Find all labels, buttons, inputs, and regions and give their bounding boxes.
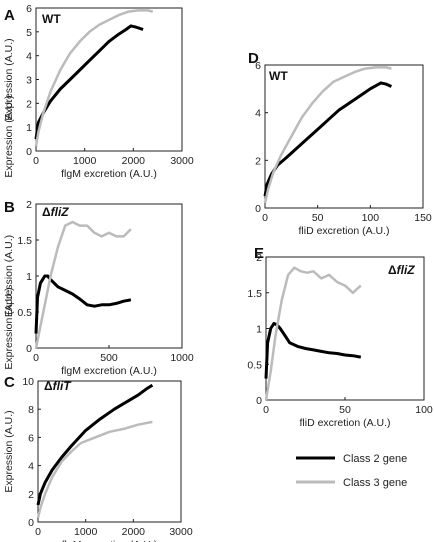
panel-strain-label: ΔfliZ: [388, 263, 415, 277]
y-tick-label: 0.5: [247, 359, 262, 371]
strain-gene: fliT: [53, 379, 73, 393]
y-tick-label: 4: [26, 51, 32, 63]
y-tick-label: 10: [22, 376, 34, 388]
y-tick-label: 1: [26, 271, 32, 283]
y-tick-label: 0: [26, 146, 32, 158]
panel-letter: A: [4, 7, 15, 24]
y-axis-title: Expression (A.U.): [3, 95, 15, 177]
panel-letter: B: [4, 199, 15, 216]
x-tick-label: 3000: [170, 155, 194, 167]
y-tick-label: 0: [256, 395, 262, 407]
y-axis-title: Expression (A.U.): [3, 410, 15, 492]
panel-strain-label: WT: [42, 12, 61, 26]
x-tick-label: 0: [33, 155, 39, 167]
x-axis-title: fliD excretion (A.U.): [299, 417, 390, 429]
strain-prefix: Δ: [42, 205, 51, 219]
y-tick-label: 2: [26, 199, 32, 211]
series-line-class2: [34, 274, 132, 334]
y-tick-label: 3: [26, 75, 32, 87]
panel-b: 0 500 1000 0 0.5 1 1.5 2 flgM excretion (A.U.) Ex…: [3, 199, 194, 377]
x-tick-label: 150: [414, 212, 432, 224]
x-tick-label: 50: [339, 404, 351, 416]
y-tick-label: 2: [26, 98, 32, 110]
y-tick-label: 0: [26, 343, 32, 355]
panel-strain-label: ΔfliZ: [42, 205, 69, 219]
x-tick-label: 100: [415, 404, 433, 416]
series-line-class2: [34, 24, 144, 140]
panel-strain-label: WT: [269, 69, 288, 83]
series-line-class3: [34, 220, 132, 349]
series-line-class3: [264, 266, 362, 401]
series-line-class3: [263, 66, 392, 204]
x-tick-label: 50: [312, 212, 324, 224]
y-tick-label: 6: [28, 432, 34, 444]
y-tick-label: 1.5: [17, 235, 32, 247]
y-tick-label: 0: [255, 203, 261, 215]
x-axis-title: fliD excretion (A.U.): [298, 225, 389, 237]
series-line-class2: [36, 383, 154, 506]
x-tick-label: 0: [35, 526, 41, 538]
y-tick-label: 6: [26, 3, 32, 15]
plot-frame: [264, 64, 424, 209]
x-axis-title: flgM excretion (A.U.): [61, 365, 157, 377]
x-tick-label: 500: [100, 352, 118, 364]
panel-strain-label: ΔfliT: [44, 379, 72, 393]
y-tick-label: 1: [26, 122, 32, 134]
strain-gene: fliZ: [397, 263, 416, 277]
x-axis-title: flgM excretion (A.U.): [62, 539, 158, 542]
panel-letter: E: [254, 245, 264, 262]
y-tick-label: 0.5: [17, 307, 32, 319]
y-axis-title: Expression (A.U.): [3, 287, 15, 369]
plot-frame: [37, 380, 182, 523]
strain-name: WT: [42, 12, 61, 26]
y-tick-label: 1.5: [247, 288, 262, 300]
strain-name: WT: [269, 69, 288, 83]
x-axis-title: flgM excretion (A.U.): [61, 168, 157, 180]
x-tick-label: 0: [262, 212, 268, 224]
series-line-class2: [263, 81, 393, 197]
y-axis-title: Expression (A.U.): [3, 38, 15, 120]
plot-frame: [35, 7, 183, 152]
panel-a: 0 1000 2000 3000 0 1 2 3 4 5 6 flgM excretion (A.U.…: [3, 3, 194, 180]
strain-gene: fliZ: [51, 205, 70, 219]
y-tick-label: 2: [255, 155, 261, 167]
panel-letter: D: [248, 50, 259, 67]
x-tick-label: 1000: [73, 155, 97, 167]
x-tick-label: 3000: [169, 526, 193, 538]
legend-label-class3: Class 3 gene: [343, 477, 407, 489]
x-tick-label: 0: [263, 404, 269, 416]
y-tick-label: 8: [28, 404, 34, 416]
y-tick-label: 0: [28, 517, 34, 529]
y-axis-title: Expression (A.U.): [3, 235, 15, 317]
y-tick-label: 2: [256, 252, 262, 264]
y-tick-label: 6: [255, 60, 261, 72]
x-tick-label: 0: [33, 352, 39, 364]
series-line-class3: [36, 420, 153, 519]
x-tick-label: 2000: [122, 155, 146, 167]
y-tick-label: 5: [26, 27, 32, 39]
panel-c: 0 1000 2000 3000 0 2 4 6 8 10 flgM excretion (A.U.…: [3, 374, 193, 542]
x-tick-label: 1000: [74, 526, 98, 538]
x-tick-label: 100: [362, 212, 380, 224]
legend-label-class2: Class 2 gene: [343, 453, 407, 465]
x-tick-label: 2000: [122, 526, 146, 538]
y-tick-label: 2: [28, 489, 34, 501]
panel-letter: C: [4, 374, 15, 391]
x-tick-label: 1000: [170, 352, 194, 364]
series-line-class2: [264, 322, 362, 379]
plot-frame: [35, 203, 183, 349]
y-tick-label: 1: [256, 324, 262, 336]
plot-frame: [265, 256, 425, 401]
strain-prefix: Δ: [44, 379, 53, 393]
y-tick-label: 4: [255, 108, 261, 120]
legend: Class 2 gene Class 3 gene: [296, 453, 407, 489]
strain-prefix: Δ: [388, 263, 397, 277]
series-line-class3: [34, 9, 154, 147]
y-tick-label: 4: [28, 461, 34, 473]
